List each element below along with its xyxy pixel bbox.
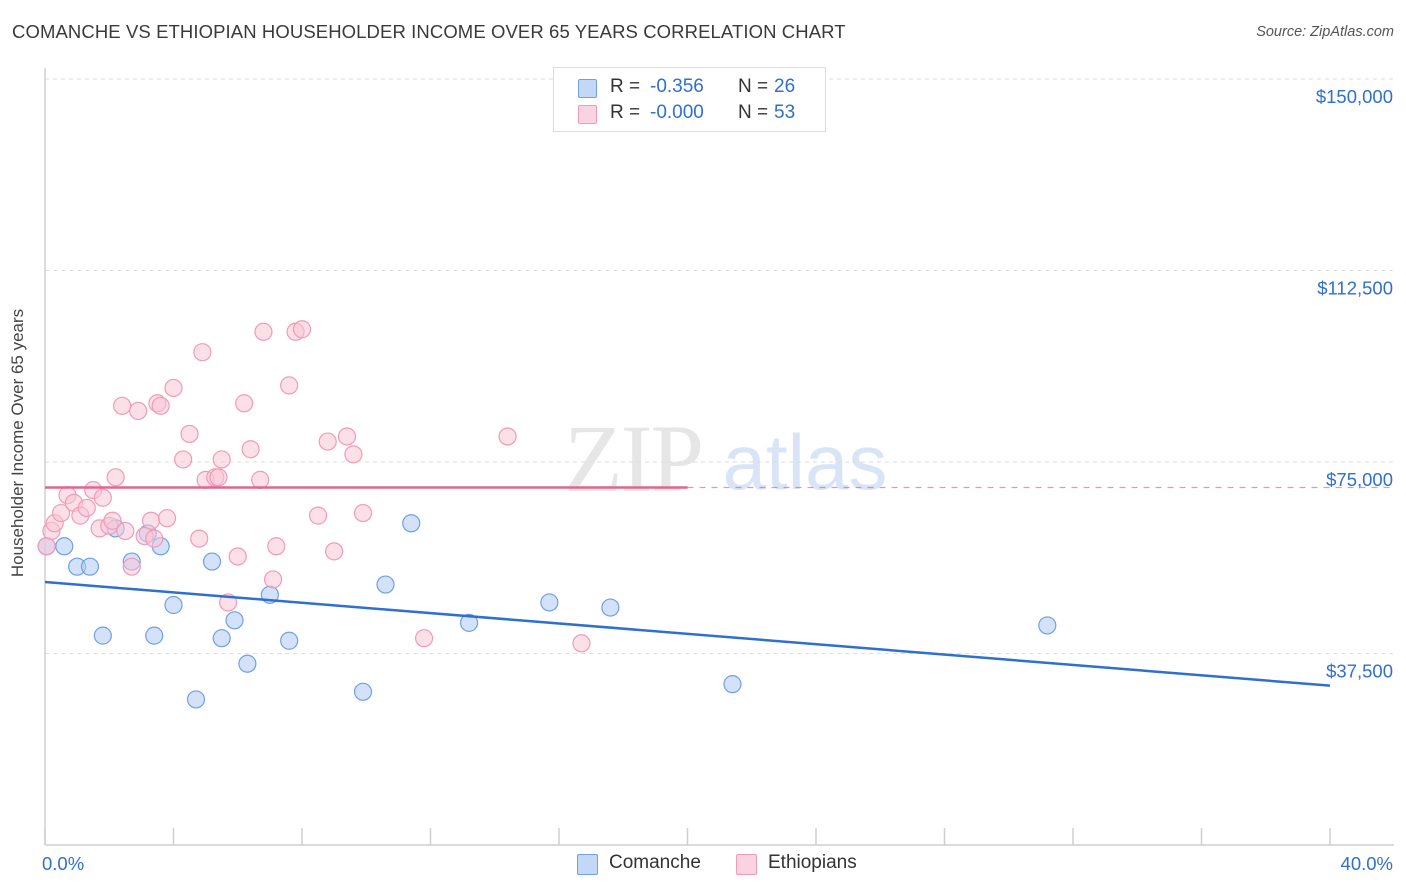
ethiopian-point bbox=[212, 450, 231, 469]
ethiopian-point bbox=[344, 445, 363, 464]
ethiopian-point bbox=[263, 570, 283, 589]
comanche-point bbox=[353, 682, 373, 701]
ethiopian-point bbox=[280, 376, 299, 395]
axes bbox=[44, 68, 1394, 846]
grid-lines bbox=[45, 78, 1394, 654]
legend-label: Ethiopians bbox=[768, 852, 857, 873]
ethiopian-point bbox=[572, 634, 591, 653]
ethiopian-point bbox=[116, 521, 135, 541]
ethiopian-point bbox=[77, 498, 96, 518]
series-legend: Comanche Ethiopians bbox=[0, 851, 1406, 877]
y-tick-label: $112,500 bbox=[1317, 278, 1393, 299]
stats-legend: R = -0.356 N = 26 R = -0.000 N = 53 bbox=[553, 67, 826, 132]
ethiopian-point bbox=[37, 537, 56, 556]
r-value: -0.000 bbox=[650, 102, 704, 123]
n-label: N = bbox=[738, 76, 769, 97]
comanche-point bbox=[164, 595, 183, 615]
y-tick-label: $150,000 bbox=[1316, 86, 1393, 107]
comanche-point bbox=[202, 552, 222, 571]
comanche-trend-line bbox=[44, 580, 1331, 687]
r-value: -0.356 bbox=[650, 76, 704, 97]
n-value: 53 bbox=[774, 102, 796, 123]
comanche-point bbox=[459, 613, 479, 632]
comanche-point bbox=[145, 626, 164, 645]
ethiopian-point bbox=[353, 503, 373, 523]
ethiopian-point bbox=[151, 396, 170, 415]
trend-lines bbox=[44, 486, 1394, 687]
comanche-point bbox=[55, 537, 74, 556]
n-value: 26 bbox=[774, 76, 796, 97]
comanche-swatch bbox=[577, 854, 598, 875]
comanche-point bbox=[601, 598, 620, 617]
comanche-point bbox=[225, 611, 244, 630]
ethiopian-point bbox=[325, 542, 344, 561]
x-tick-label: 0.0% bbox=[42, 853, 84, 874]
ethiopian-point bbox=[267, 537, 286, 556]
ethiopians-swatch bbox=[736, 854, 757, 875]
chart-source: Source: ZipAtlas.com bbox=[1256, 24, 1394, 40]
x-tick-label: 40.0% bbox=[1341, 853, 1393, 874]
r-label: R = bbox=[610, 102, 641, 123]
ethiopian-point bbox=[228, 547, 247, 566]
r-label: R = bbox=[610, 76, 641, 97]
comanche-point bbox=[80, 557, 100, 576]
ethiopian-point bbox=[180, 424, 199, 444]
comanche-point bbox=[280, 631, 299, 650]
comanche-point bbox=[1038, 616, 1057, 635]
y-axis-title: Householder Income Over 65 years bbox=[8, 308, 27, 578]
y-tick-label: $75,000 bbox=[1326, 469, 1393, 490]
data-points bbox=[37, 320, 1057, 709]
ethiopian-point bbox=[51, 503, 71, 523]
ethiopian-point bbox=[145, 529, 164, 548]
ethiopian-point bbox=[93, 488, 112, 507]
y-tick-label: $37,500 bbox=[1326, 661, 1393, 682]
comanche-point bbox=[238, 654, 257, 673]
ethiopian-point bbox=[337, 427, 357, 446]
ethiopian-point bbox=[254, 322, 273, 341]
comanche-point bbox=[723, 675, 742, 694]
ethiopian-point bbox=[157, 509, 177, 528]
comanche-point bbox=[212, 629, 231, 648]
ethiopian-point bbox=[106, 468, 125, 487]
legend-label: Comanche bbox=[609, 852, 701, 873]
ethiopians-swatch bbox=[578, 105, 597, 124]
ethiopian-point bbox=[164, 378, 183, 398]
ethiopian-point bbox=[141, 511, 161, 530]
ethiopian-point bbox=[241, 440, 260, 459]
comanche-point bbox=[376, 575, 395, 594]
ethiopian-point bbox=[498, 427, 517, 446]
ethiopian-point bbox=[190, 529, 209, 548]
ethiopian-point bbox=[122, 557, 141, 576]
ethiopian-point bbox=[103, 511, 122, 530]
comanche-point bbox=[402, 514, 421, 533]
comanche-point bbox=[186, 690, 206, 709]
ethiopian-point bbox=[112, 396, 132, 415]
ethiopian-point bbox=[414, 629, 434, 648]
watermark: ZIP atlas bbox=[564, 405, 887, 512]
ethiopian-point bbox=[318, 432, 337, 451]
comanche-swatch bbox=[578, 79, 597, 98]
watermark-zip: ZIP bbox=[564, 405, 702, 512]
ethiopian-point bbox=[193, 343, 212, 362]
ethiopian-point bbox=[209, 468, 228, 487]
n-label: N = bbox=[738, 102, 769, 123]
ethiopian-point bbox=[292, 320, 312, 339]
ethiopian-point bbox=[235, 394, 254, 413]
comanche-point bbox=[540, 593, 559, 612]
ethiopian-point bbox=[174, 450, 193, 469]
ethiopian-point bbox=[251, 470, 270, 489]
ethiopian-point bbox=[129, 401, 148, 421]
tick-labels: $37,500 $75,000 $112,500 $150,000 0.0% 40.0% bbox=[42, 86, 1393, 874]
chart-title: COMANCHE VS ETHIOPIAN HOUSEHOLDER INCOME… bbox=[12, 21, 846, 42]
ethiopian-point bbox=[308, 506, 328, 525]
comanche-point bbox=[93, 626, 112, 645]
